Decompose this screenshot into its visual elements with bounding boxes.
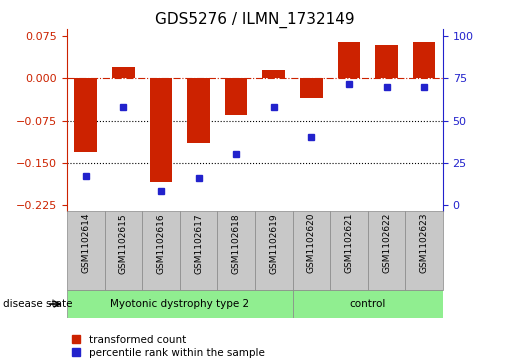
- Bar: [293, 211, 330, 290]
- Bar: [142, 211, 180, 290]
- Bar: [150, 78, 172, 183]
- Bar: [368, 211, 405, 290]
- Bar: [338, 42, 360, 78]
- Bar: [187, 78, 210, 143]
- Text: GSM1102618: GSM1102618: [232, 213, 241, 274]
- Bar: [413, 42, 435, 78]
- Text: disease state: disease state: [3, 299, 72, 309]
- Bar: [112, 67, 134, 78]
- Bar: [255, 211, 293, 290]
- Bar: [300, 78, 322, 98]
- Text: control: control: [350, 299, 386, 309]
- Bar: [217, 211, 255, 290]
- Text: Myotonic dystrophy type 2: Myotonic dystrophy type 2: [110, 299, 249, 309]
- Bar: [405, 211, 443, 290]
- Bar: [375, 45, 398, 78]
- Bar: [225, 78, 247, 115]
- Bar: [330, 211, 368, 290]
- Text: GSM1102623: GSM1102623: [420, 213, 428, 273]
- Bar: [67, 290, 293, 318]
- Text: GSM1102614: GSM1102614: [81, 213, 90, 273]
- Title: GDS5276 / ILMN_1732149: GDS5276 / ILMN_1732149: [155, 12, 355, 28]
- Bar: [105, 211, 142, 290]
- Bar: [75, 78, 97, 151]
- Text: GSM1102622: GSM1102622: [382, 213, 391, 273]
- Bar: [180, 211, 217, 290]
- Text: GSM1102615: GSM1102615: [119, 213, 128, 274]
- Bar: [293, 290, 443, 318]
- Bar: [67, 211, 105, 290]
- Text: GSM1102620: GSM1102620: [307, 213, 316, 273]
- Text: GSM1102616: GSM1102616: [157, 213, 165, 274]
- Legend: transformed count, percentile rank within the sample: transformed count, percentile rank withi…: [72, 335, 265, 358]
- Bar: [263, 70, 285, 78]
- Text: GSM1102617: GSM1102617: [194, 213, 203, 274]
- Text: GSM1102621: GSM1102621: [345, 213, 353, 273]
- Text: GSM1102619: GSM1102619: [269, 213, 278, 274]
